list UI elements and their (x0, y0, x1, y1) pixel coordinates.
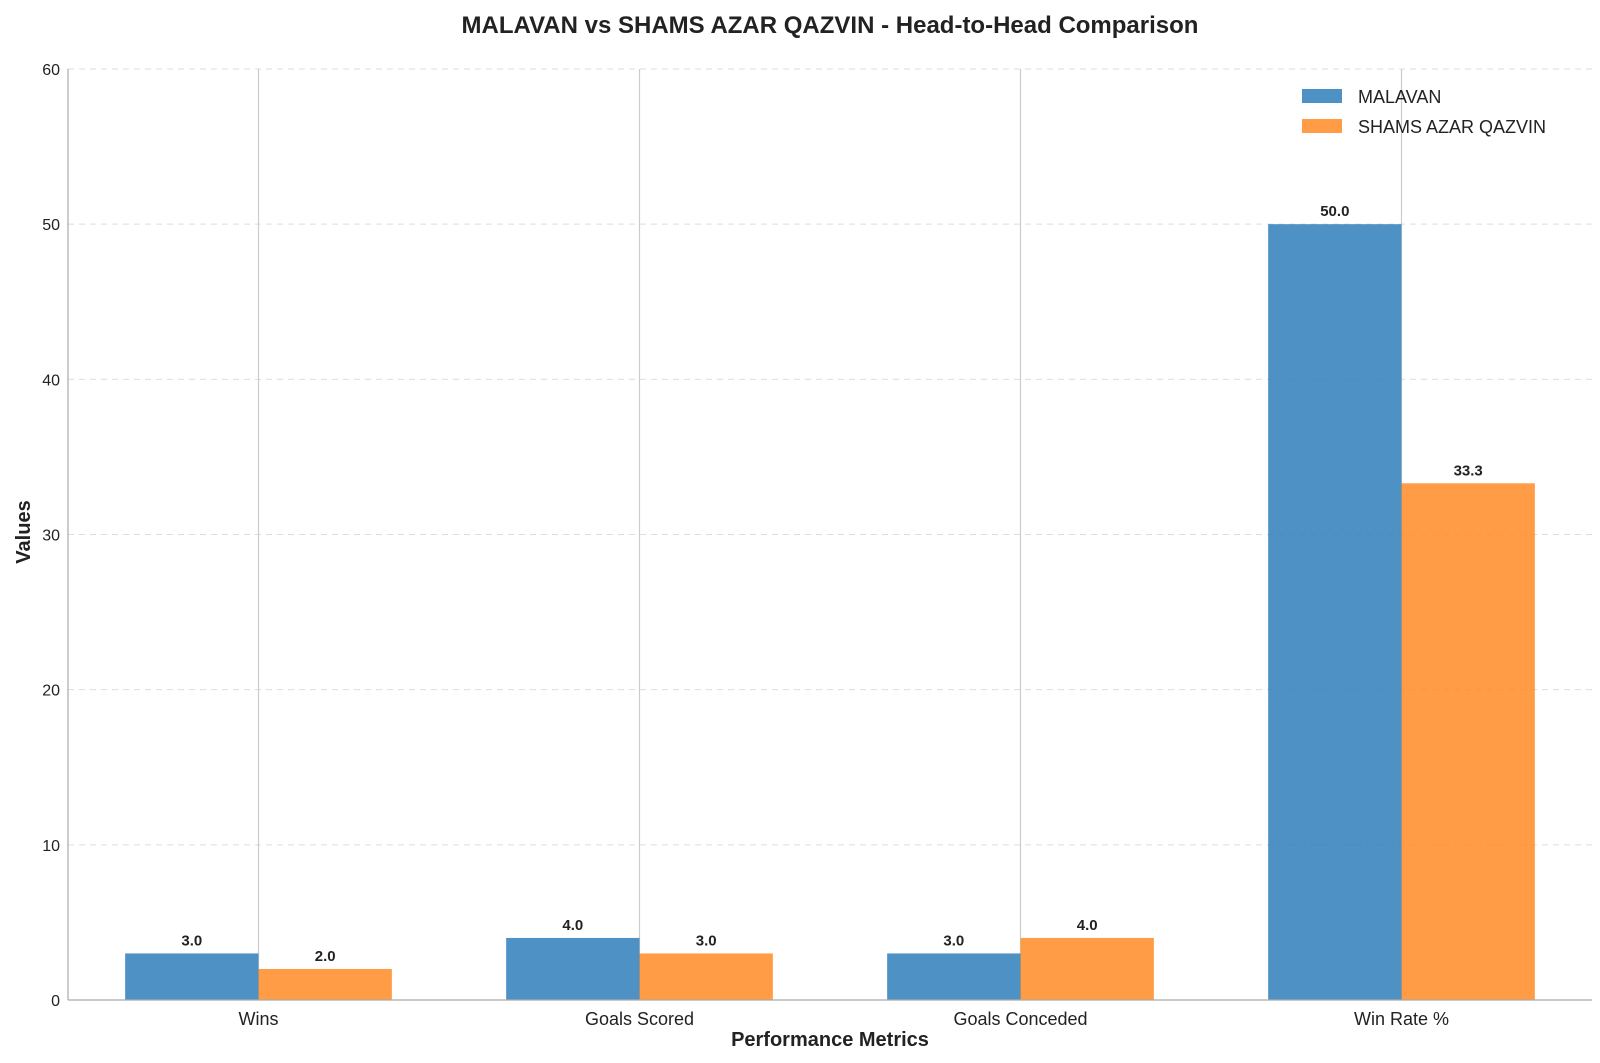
legend: MALAVAN SHAMS AZAR QAZVIN (1302, 87, 1546, 137)
chart-title: MALAVAN vs SHAMS AZAR QAZVIN - Head-to-H… (462, 12, 1199, 39)
bar-shams-azar-qazvin (1401, 483, 1535, 1000)
y-tick-label: 40 (42, 372, 60, 389)
bar-value-label: 2.0 (315, 948, 336, 965)
y-axis-label: Values (13, 500, 35, 563)
y-tick-label: 50 (42, 217, 60, 234)
bar-shams-azar-qazvin (258, 968, 392, 1000)
bar-value-label: 4.0 (562, 917, 583, 934)
bar-value-label: 3.0 (181, 932, 202, 949)
x-tick-label: Goals Scored (585, 1009, 694, 1029)
bar-value-label: 4.0 (1077, 917, 1098, 934)
bars (125, 224, 1535, 1000)
bar-malavan (506, 937, 640, 1000)
y-tick-label: 60 (42, 62, 60, 79)
bar-value-label: 3.0 (696, 932, 717, 949)
x-tick-label: Win Rate % (1354, 1009, 1449, 1029)
bar-shams-azar-qazvin (1020, 937, 1154, 1000)
x-tick-label: Goals Conceded (953, 1009, 1087, 1029)
legend-swatch (1302, 89, 1342, 103)
y-tick-label: 0 (51, 993, 60, 1010)
legend-swatch (1302, 119, 1342, 133)
bar-value-label: 3.0 (943, 932, 964, 949)
y-tick-label: 20 (42, 683, 60, 700)
bar-value-labels: 3.0 4.0 3.0 50.0 2.0 3.0 4.0 33.3 (181, 203, 1482, 965)
legend-label: MALAVAN (1358, 87, 1441, 107)
bar-value-label: 33.3 (1454, 462, 1483, 479)
y-tick-label: 10 (42, 838, 60, 855)
bar-malavan (1268, 224, 1402, 1000)
x-axis-label: Performance Metrics (731, 1029, 929, 1051)
legend-label: SHAMS AZAR QAZVIN (1358, 117, 1546, 137)
bar-malavan (887, 953, 1021, 1000)
bar-shams-azar-qazvin (639, 953, 773, 1000)
y-tick-label: 30 (42, 528, 60, 545)
bar-malavan (125, 953, 259, 1000)
axes: 0 10 20 30 40 50 60 Wins Goals Scored Goals Conce… (42, 62, 1592, 1029)
bar-value-label: 50.0 (1320, 203, 1349, 220)
x-tick-label: Wins (239, 1009, 279, 1029)
